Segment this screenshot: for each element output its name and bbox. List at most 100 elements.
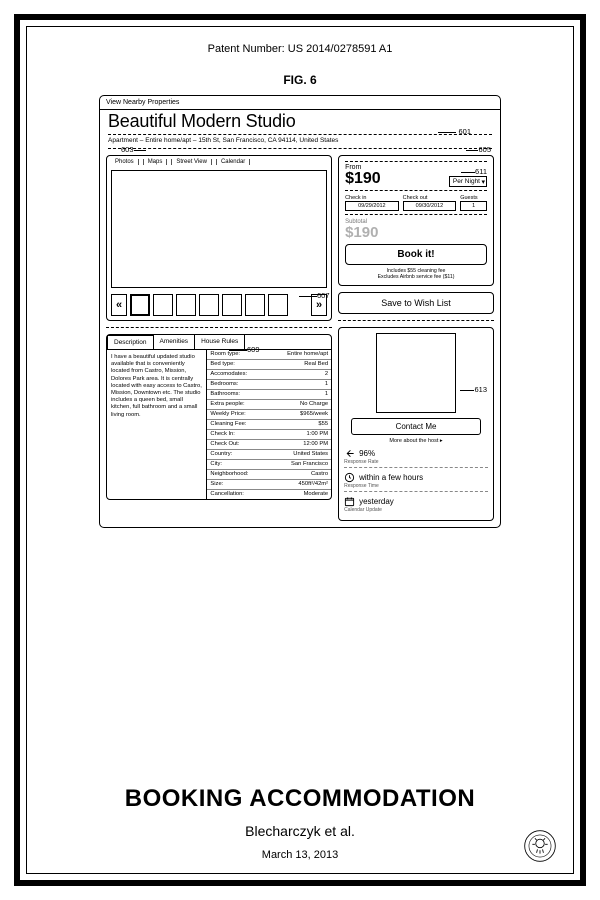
callout-607: 607 bbox=[299, 291, 330, 300]
checkout-field[interactable]: 09/30/2012 bbox=[403, 201, 457, 211]
thumbnail[interactable] bbox=[176, 294, 196, 316]
spec-value: 12:00 PM bbox=[303, 441, 328, 447]
spec-row: Country:United States bbox=[207, 450, 331, 460]
wishlist-button[interactable]: Save to Wish List bbox=[338, 292, 494, 314]
tab-description[interactable]: Description bbox=[107, 335, 154, 349]
calendar-update: yesterday bbox=[359, 497, 394, 506]
view-nearby-link[interactable]: View Nearby Properties bbox=[100, 96, 500, 110]
response-rate: 96% bbox=[359, 449, 375, 458]
spec-key: Bedrooms: bbox=[210, 381, 324, 387]
spec-value: Moderate bbox=[304, 491, 329, 497]
callout-611: 611 bbox=[461, 167, 487, 176]
spec-value: 1 bbox=[325, 391, 328, 397]
callout-601: 601 bbox=[438, 127, 471, 136]
spec-value: 450ft²/42m² bbox=[298, 481, 328, 487]
listing-subtitle: Apartment – Entire home/apt – 15th St, S… bbox=[108, 137, 492, 146]
spec-key: Extra people: bbox=[210, 401, 300, 407]
callout-605: 605 bbox=[466, 145, 491, 154]
info-panel: Description Amenities House Rules I have… bbox=[106, 334, 332, 500]
spec-row: City:San Francisco bbox=[207, 460, 331, 470]
thumbnail[interactable] bbox=[245, 294, 265, 316]
response-time: within a few hours bbox=[359, 473, 423, 482]
spec-row: Weekly Price:$965/week bbox=[207, 410, 331, 420]
spec-value: $55 bbox=[318, 421, 328, 427]
thumbnail[interactable] bbox=[222, 294, 242, 316]
prev-photo-button[interactable]: « bbox=[111, 294, 127, 316]
spec-key: Neighborhood: bbox=[210, 471, 311, 477]
spec-value: 2 bbox=[325, 371, 328, 377]
thumbnail[interactable] bbox=[153, 294, 173, 316]
spec-key: Size: bbox=[210, 481, 298, 487]
contact-button[interactable]: Contact Me bbox=[351, 418, 481, 435]
description-text: I have a beautiful updated studio availa… bbox=[107, 350, 206, 499]
fee-note: Includes $55 cleaning fee Excludes Airbn… bbox=[345, 268, 487, 280]
spec-row: Bedrooms:1 bbox=[207, 380, 331, 390]
spec-value: United States bbox=[293, 451, 328, 457]
tab-calendar[interactable]: Calendar bbox=[216, 159, 250, 165]
spec-key: Cancellation: bbox=[210, 491, 303, 497]
main-photo bbox=[111, 170, 327, 288]
spec-row: Bed type:Real Bed bbox=[207, 360, 331, 370]
spec-value: Castro bbox=[311, 471, 328, 477]
host-photo bbox=[376, 333, 456, 413]
ui-window: View Nearby Properties Beautiful Modern … bbox=[99, 95, 501, 528]
spec-row: Neighborhood:Castro bbox=[207, 470, 331, 480]
spec-value: 1 bbox=[325, 381, 328, 387]
calendar-update-label: Calendar Update bbox=[344, 507, 488, 515]
per-night-select[interactable]: Per Night bbox=[449, 176, 487, 187]
spec-row: Room type:Entire home/apt bbox=[207, 350, 331, 360]
tab-streetview[interactable]: Street View bbox=[171, 159, 212, 165]
tab-photos[interactable]: Photos bbox=[111, 159, 139, 165]
clock-icon bbox=[344, 472, 355, 483]
footer: BOOKING ACCOMMODATION Blecharczyk et al.… bbox=[49, 771, 551, 861]
spec-key: Bathrooms: bbox=[210, 391, 324, 397]
spec-key: Country: bbox=[210, 451, 293, 457]
patent-authors: Blecharczyk et al. bbox=[49, 823, 551, 839]
spec-row: Bathrooms:1 bbox=[207, 390, 331, 400]
subtotal-price: $190 bbox=[345, 225, 487, 240]
more-about-host-link[interactable]: More about the host ▸ bbox=[389, 438, 442, 444]
spec-value: $965/week bbox=[300, 411, 328, 417]
tab-amenities[interactable]: Amenities bbox=[154, 335, 196, 349]
guests-field[interactable]: 1 bbox=[460, 201, 487, 211]
spec-row: Cleaning Fee:$55 bbox=[207, 420, 331, 430]
spec-key: Bed type: bbox=[210, 361, 304, 367]
response-rate-label: Response Rate bbox=[344, 459, 488, 468]
spec-key: Weekly Price: bbox=[210, 411, 300, 417]
thumbnail[interactable] bbox=[268, 294, 288, 316]
patent-title: BOOKING ACCOMMODATION bbox=[49, 785, 551, 813]
spec-row: Size:450ft²/42m² bbox=[207, 480, 331, 490]
spec-row: Extra people:No Charge bbox=[207, 400, 331, 410]
spec-value: Real Bed bbox=[304, 361, 328, 367]
price: $190 bbox=[345, 171, 381, 187]
spec-key: Check In: bbox=[210, 431, 306, 437]
reply-icon bbox=[344, 448, 355, 459]
patent-date: March 13, 2013 bbox=[49, 849, 551, 861]
spec-key: Check Out: bbox=[210, 441, 303, 447]
spec-value: Entire home/apt bbox=[287, 351, 328, 357]
spec-value: No Charge bbox=[300, 401, 328, 407]
spec-key: Accomodates: bbox=[210, 371, 324, 377]
tab-maps[interactable]: Maps bbox=[143, 159, 168, 165]
callout-603: 603 bbox=[121, 145, 146, 154]
spec-key: City: bbox=[210, 461, 291, 467]
thumbnail[interactable] bbox=[199, 294, 219, 316]
spec-row: Accomodates:2 bbox=[207, 370, 331, 380]
response-time-label: Response Time bbox=[344, 483, 488, 492]
spec-value: 1:00 PM bbox=[306, 431, 328, 437]
book-button[interactable]: Book it! bbox=[345, 244, 487, 265]
seal-icon bbox=[523, 829, 557, 863]
callout-613: 613 bbox=[460, 385, 487, 394]
spec-row: Check In:1:00 PM bbox=[207, 430, 331, 440]
spec-table: Room type:Entire home/aptBed type:Real B… bbox=[206, 350, 331, 499]
figure-label: FIG. 6 bbox=[49, 73, 551, 87]
figure-wrap: 601 603 605 611 607 609 613 View Nearby … bbox=[99, 95, 501, 528]
patent-number: Patent Number: US 2014/0278591 A1 bbox=[49, 43, 551, 55]
checkin-field[interactable]: 09/29/2012 bbox=[345, 201, 399, 211]
callout-609: 609 bbox=[229, 345, 260, 354]
calendar-icon bbox=[344, 496, 355, 507]
thumbnail[interactable] bbox=[130, 294, 150, 316]
spec-value: San Francisco bbox=[291, 461, 328, 467]
host-panel: Contact Me More about the host ▸ 96% Res… bbox=[338, 327, 494, 521]
spec-row: Cancellation:Moderate bbox=[207, 490, 331, 499]
